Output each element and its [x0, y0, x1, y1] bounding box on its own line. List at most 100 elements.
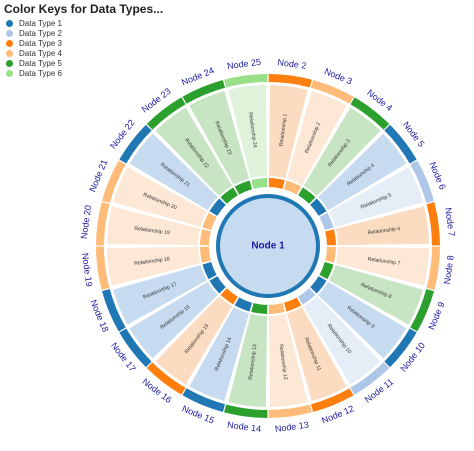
outer-arc: [350, 361, 390, 395]
node-label: Node 7: [443, 207, 457, 237]
segment: Relationship 1 Node 2: [268, 57, 313, 189]
relationship-wedge: [129, 281, 218, 359]
node-label: Node 2: [277, 57, 307, 71]
outer-arc: [383, 124, 417, 164]
relationship-wedge: [287, 307, 347, 401]
relationship-wedge: [129, 133, 218, 211]
segment: Relationship 7 Node 8: [325, 246, 456, 291]
arc-separator: [309, 78, 314, 89]
arc-separator: [425, 287, 436, 292]
relationship-wedge: [329, 167, 423, 227]
node-label: Node 13: [274, 420, 309, 434]
relationship-wedge: [189, 307, 249, 401]
relationship-label: Relationship 12: [278, 344, 289, 380]
legend-label: Data Type 5: [19, 58, 62, 68]
legend: Color Keys for Data Types... Data Type 1…: [4, 2, 163, 78]
inner-arc: [310, 276, 327, 294]
arc-separator: [309, 403, 314, 414]
node-label: Node 6: [427, 160, 447, 191]
node-label: Node 25: [227, 57, 262, 71]
node-label: Node 20: [79, 205, 93, 240]
relationship-label: Relationship 13: [248, 344, 259, 380]
relationship-wedge: [228, 313, 268, 407]
outer-arc: [101, 288, 126, 332]
outer-arc: [95, 246, 110, 291]
node-label: Node 19: [80, 252, 94, 287]
inner-arc: [200, 246, 211, 263]
arc-separator: [408, 326, 419, 334]
relationship-label: Relationship 19: [134, 226, 170, 237]
center-node-label: Node 1: [251, 241, 285, 252]
relationship-wedge: [335, 206, 429, 246]
center-node: [216, 194, 320, 298]
relationship-wedge: [107, 206, 201, 246]
inner-arc: [209, 276, 226, 294]
outer-arc: [95, 201, 110, 246]
outer-arc: [426, 246, 441, 291]
arc-separator: [425, 200, 436, 205]
inner-arc: [319, 262, 334, 280]
relationship-wedge: [318, 133, 407, 211]
inner-arc: [298, 288, 316, 305]
relationship-wedge: [303, 107, 381, 196]
arc-separator: [382, 360, 391, 369]
relationship-wedge: [268, 313, 308, 407]
arc-separator: [117, 158, 128, 166]
relationship-wedge: [113, 167, 207, 227]
segment: Relationship 19 Node 20: [79, 201, 211, 246]
arc-separator: [180, 95, 188, 106]
arc-separator: [180, 386, 188, 397]
outer-arc: [383, 328, 417, 368]
legend-swatch: [6, 59, 13, 67]
outer-arc: [410, 288, 435, 332]
segment: Relationship 13 Node 14: [223, 303, 268, 434]
relationship-wedge: [329, 265, 423, 325]
segment: Relationship 18 Node 19: [80, 246, 211, 291]
arc-separator: [348, 95, 356, 106]
inner-arc: [268, 303, 285, 314]
arc-separator: [100, 287, 111, 292]
outer-arc: [223, 74, 268, 88]
legend-label: Data Type 1: [19, 18, 62, 28]
arc-separator: [382, 123, 391, 132]
relationship-wedge: [189, 91, 249, 185]
arc-separator: [117, 326, 128, 334]
inner-arc: [209, 198, 226, 216]
relationship-wedge: [287, 91, 347, 185]
arc-separator: [145, 123, 154, 132]
relationship-label: Relationship 18: [134, 256, 170, 267]
outer-arc: [350, 97, 390, 131]
relationship-wedge: [155, 296, 233, 385]
inner-arc: [202, 212, 217, 230]
inner-arc: [310, 198, 327, 216]
outer-arc: [146, 97, 186, 131]
legend-swatch: [6, 49, 13, 57]
legend-label: Data Type 3: [19, 38, 62, 48]
outer-arc: [268, 404, 313, 418]
outer-arc: [223, 404, 268, 418]
inner-arc: [319, 212, 334, 230]
inner-arc: [325, 246, 336, 263]
outer-arc: [310, 388, 354, 413]
inner-arc: [220, 288, 238, 305]
inner-arc: [298, 187, 316, 204]
legend-items: Data Type 1 Data Type 2 Data Type 3 Data Ty…: [4, 18, 163, 78]
inner-arc: [284, 180, 302, 195]
relationship-label: Relationship 1: [279, 113, 289, 146]
inner-arc: [234, 297, 252, 312]
inner-arc: [202, 262, 217, 280]
outer-arc: [182, 388, 226, 413]
outer-arc: [119, 124, 153, 164]
inner-arc: [220, 187, 238, 204]
relationship-wedge: [107, 246, 201, 286]
legend-swatch: [6, 69, 13, 77]
relationship-wedge: [268, 85, 308, 179]
segment: Relationship 24 Node 25: [223, 57, 268, 189]
legend-label: Data Type 6: [19, 68, 62, 78]
arc-separator: [145, 360, 154, 369]
arc-separator: [222, 78, 227, 89]
outer-arc: [410, 160, 435, 204]
legend-label: Data Type 4: [19, 48, 62, 58]
